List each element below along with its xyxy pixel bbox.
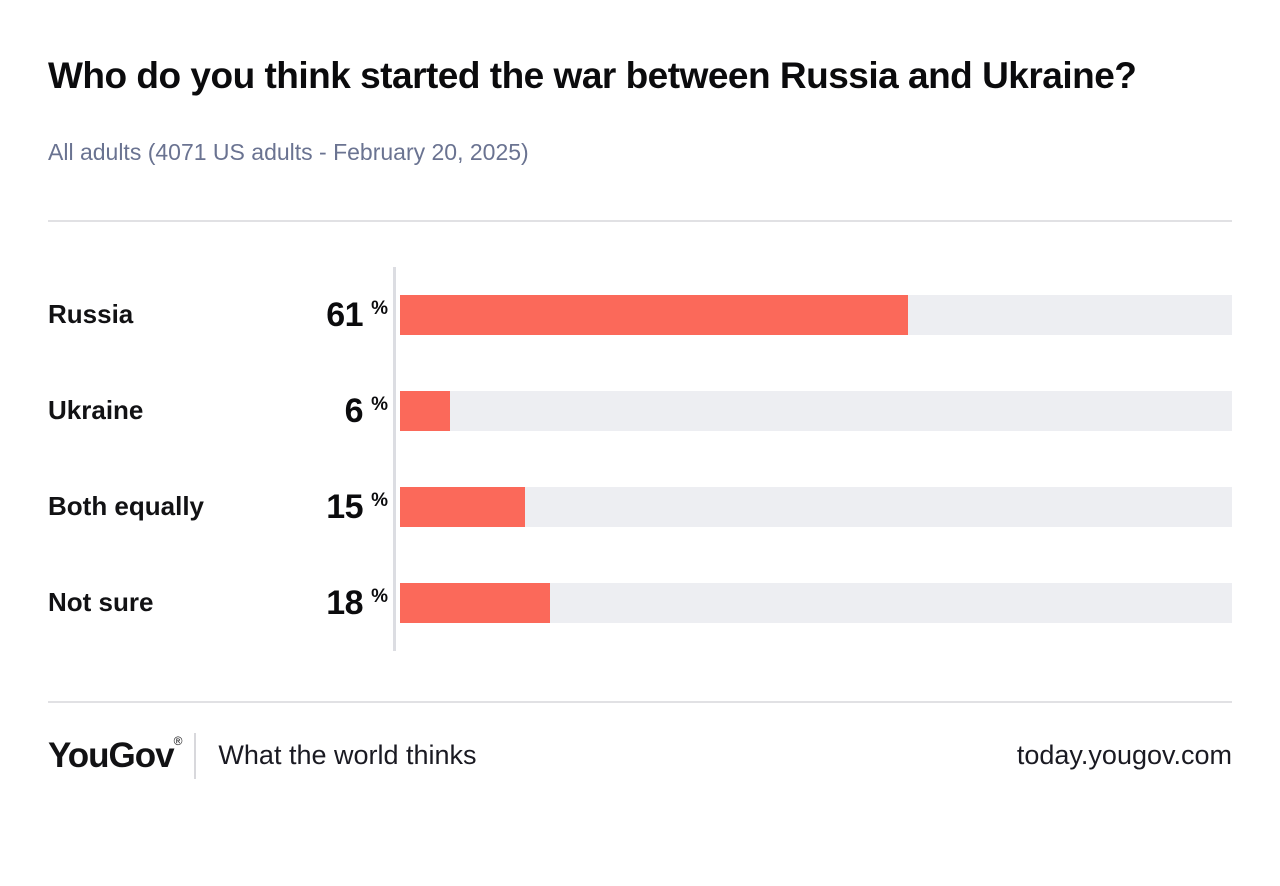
row-value: 61: [326, 295, 364, 334]
chart-axis-line: [393, 266, 396, 651]
row-unit: %: [371, 393, 388, 415]
bar-fill: [400, 486, 525, 527]
row-unit: %: [371, 489, 388, 511]
bar-track: [400, 294, 1232, 335]
chart-row: Both equally 15 %: [48, 459, 1232, 555]
chart-rows: Russia 61 % Ukraine 6 % Both equally 15 …: [48, 267, 1232, 651]
bar-fill: [400, 294, 908, 335]
chart-row: Not sure 18 %: [48, 555, 1232, 651]
footer-site-url: today.yougov.com: [1016, 740, 1232, 771]
poll-card: Who do you think started the war between…: [0, 50, 1280, 779]
footer-tagline: What the world thinks: [218, 740, 477, 771]
chart-row: Ukraine 6 %: [48, 363, 1232, 459]
bar-chart: Russia 61 % Ukraine 6 % Both equally 15 …: [48, 266, 1232, 651]
row-value: 18: [326, 583, 364, 622]
row-label: Ukraine: [48, 395, 144, 426]
bar-area: [388, 294, 1232, 335]
row-unit: %: [371, 585, 388, 607]
bar-track: [400, 582, 1232, 623]
row-value-group: 15 %: [298, 490, 388, 524]
row-label: Not sure: [48, 587, 154, 618]
bar-area: [388, 582, 1232, 623]
bar-fill: [400, 582, 550, 623]
sample-subtitle: All adults (4071 US adults - February 20…: [48, 138, 529, 165]
page-title: Who do you think started the war between…: [48, 55, 1137, 96]
footer-divider: [48, 700, 1232, 703]
bar-area: [388, 390, 1232, 431]
bar-area: [388, 486, 1232, 527]
logo-text: YouGov: [48, 735, 175, 775]
bar-track: [400, 486, 1232, 527]
chart-row: Russia 61 %: [48, 267, 1232, 363]
row-label: Russia: [48, 299, 134, 330]
row-value: 6: [344, 391, 364, 430]
row-value: 15: [326, 487, 364, 526]
footer-separator: [194, 732, 197, 779]
row-unit: %: [371, 297, 388, 319]
row-value-group: 6 %: [298, 394, 388, 428]
top-divider: [48, 219, 1232, 222]
registered-trademark-symbol: ®: [173, 733, 183, 748]
row-label: Both equally: [48, 491, 205, 522]
row-value-group: 61 %: [298, 298, 388, 332]
row-value-group: 18 %: [298, 586, 388, 620]
bar-track: [400, 390, 1232, 431]
bar-fill: [400, 390, 450, 431]
yougov-logo: YouGov®: [48, 733, 183, 776]
footer: YouGov® What the world thinks today.youg…: [48, 732, 1232, 779]
